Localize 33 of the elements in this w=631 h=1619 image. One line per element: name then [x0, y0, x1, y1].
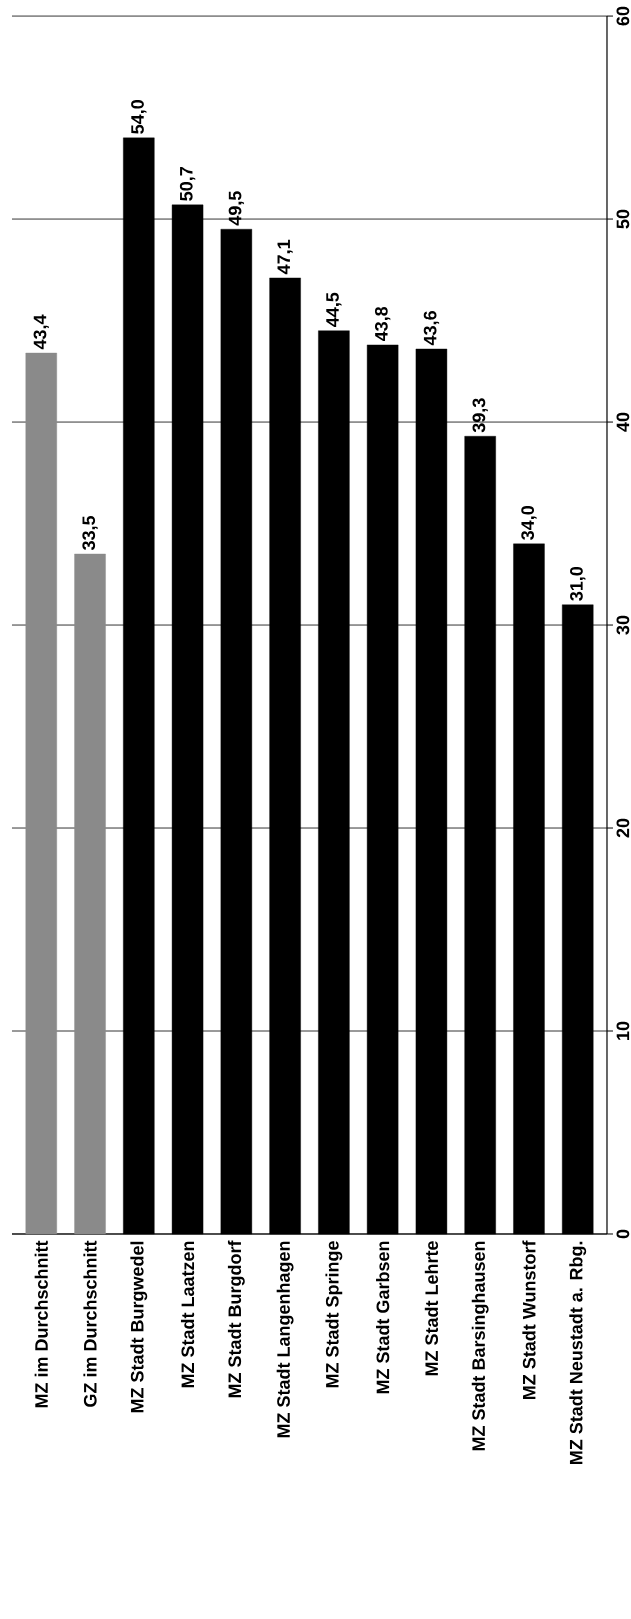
- data-label: 47,1: [277, 239, 293, 275]
- data-label: 50,7: [179, 167, 196, 201]
- y-tick-label: 30: [616, 615, 630, 635]
- data-label: 49,5: [228, 191, 245, 226]
- x-tick-label: GZ im Durchschnitt: [83, 1240, 97, 1407]
- y-tick-label: 50: [616, 209, 630, 229]
- y-tick-label: 60: [616, 6, 630, 26]
- bar: [74, 553, 106, 1235]
- data-label: 43,6: [423, 311, 440, 346]
- x-tick-label: MZ Stadt Laatzen: [180, 1241, 195, 1388]
- x-tick-label: MZ Stadt Springe: [325, 1241, 343, 1388]
- x-tick-label: MZ im Durchschnitt: [34, 1240, 48, 1408]
- x-tick-label: MZ Stadt Langenhagen: [276, 1241, 294, 1438]
- x-tick-label: MZ Stadt Lehrte: [424, 1241, 439, 1376]
- x-tick-label: MZ Stadt Barsinghausen: [471, 1241, 489, 1451]
- data-label: 34,0: [521, 506, 537, 540]
- x-tick-label: MZ Stadt Burgwedel: [130, 1241, 148, 1413]
- x-tick-label: MZ Stadt Wunstorf: [522, 1240, 536, 1399]
- data-label: 44,5: [326, 292, 342, 327]
- data-label: 33,5: [82, 515, 98, 551]
- data-label: 31,0: [570, 566, 586, 601]
- x-tick-label: MZ Stadt Burgdorf: [227, 1240, 245, 1398]
- y-tick-label: 0: [616, 1229, 630, 1239]
- data-label: 39,3: [472, 398, 488, 433]
- data-label: 54,0: [131, 100, 147, 134]
- data-label: 43,8: [374, 306, 391, 342]
- x-tick-label: MZ Stadt Neustadt a. Rbg.: [569, 1241, 587, 1464]
- y-tick-label: 40: [616, 412, 630, 432]
- data-label: 43,4: [33, 314, 49, 350]
- y-tick-label: 20: [616, 818, 630, 838]
- y-tick-label: 10: [616, 1021, 630, 1040]
- x-tick-label: MZ Stadt Garbsen: [376, 1241, 390, 1394]
- bar: [25, 352, 57, 1235]
